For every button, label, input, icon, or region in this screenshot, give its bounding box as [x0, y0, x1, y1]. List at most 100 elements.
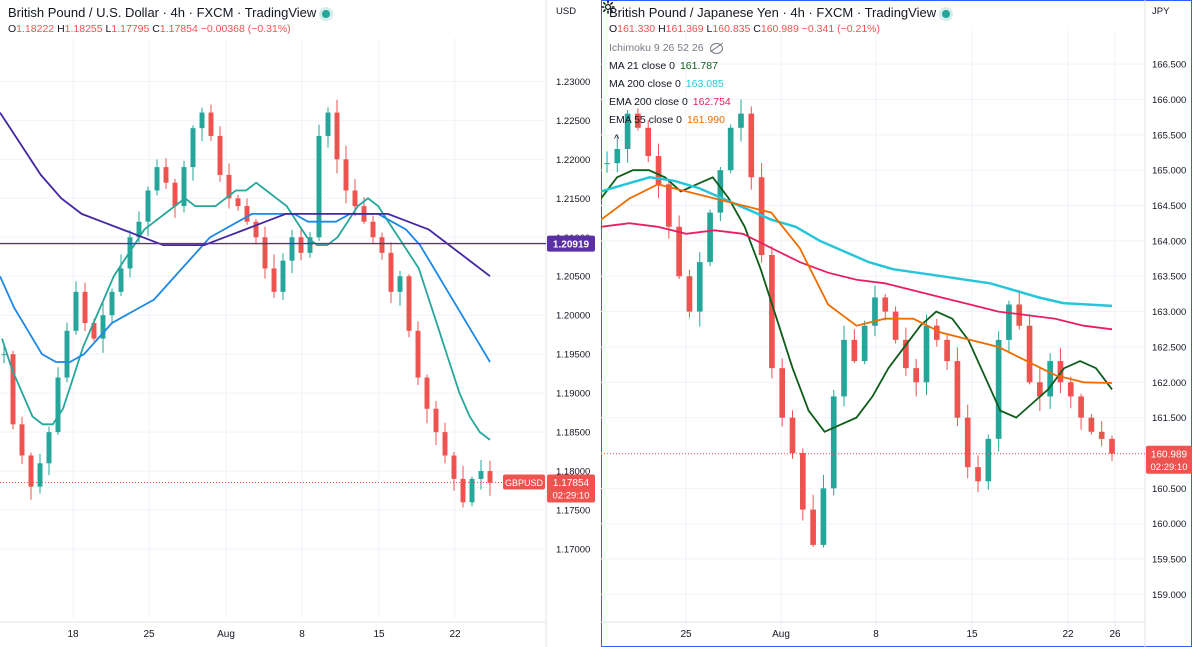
candle-body [379, 237, 385, 253]
candle-body [676, 226, 682, 277]
ohlc-open: 1.18222 [16, 23, 55, 35]
y-tick-label: 164.500 [1152, 201, 1186, 212]
ohlc-open: 161.330 [617, 23, 656, 35]
candle-body [717, 170, 724, 213]
candle-body [1016, 304, 1023, 326]
ema200-value: 162.754 [692, 96, 731, 108]
candle-body [779, 368, 786, 418]
ema55-label: EMA 55 close 0 [609, 114, 682, 126]
candle-body [37, 463, 43, 487]
candle-body [10, 354, 16, 425]
candle-body [985, 438, 992, 482]
candle-body [73, 291, 79, 331]
y-tick-label: 1.22500 [556, 116, 590, 127]
y-tick-label: 1.17000 [556, 545, 590, 556]
candle-body [424, 377, 430, 409]
candle-body [28, 455, 34, 487]
ema200-label: EMA 200 close 0 [609, 96, 688, 108]
y-tick-label: 164.000 [1152, 236, 1186, 247]
y-tick-label: 1.21500 [556, 194, 590, 205]
candle-body [118, 268, 124, 292]
y-tick-label: 163.000 [1152, 307, 1186, 318]
candle-body [903, 339, 909, 369]
gbpusd-title: British Pound / U.S. Dollar · 4h · FXCM … [8, 5, 331, 20]
gbpjpy-title-text: British Pound / Japanese Yen · 4h · FXCM… [609, 5, 937, 20]
candle-body [271, 268, 277, 292]
series-ema-200 [601, 222, 1113, 331]
gbpusd-chart-canvas[interactable]: 1.17000 1.17500 1.18000 1.18500 1.19000 1.195… [0, 0, 600, 647]
ohlc-close-label: C [753, 23, 761, 35]
x-tick-label: 15 [373, 629, 385, 640]
y-tick-label: 1.23000 [556, 77, 590, 88]
candle-body [478, 471, 484, 479]
y-tick-label: 1.22000 [556, 155, 590, 166]
candle-body [91, 323, 97, 339]
hline-price-tag [547, 235, 595, 252]
candle-body [799, 452, 806, 510]
y-tick-label: 1.18500 [556, 428, 590, 439]
candle-body [442, 432, 448, 456]
candle-body [1006, 304, 1012, 340]
y-tick-label: 163.500 [1152, 272, 1186, 283]
y-tick-label: 159.000 [1152, 590, 1186, 601]
candle-body [262, 237, 268, 269]
gbpusd-currency-label[interactable]: USD [556, 6, 577, 17]
candle-body [64, 330, 70, 378]
candle-body [810, 509, 816, 545]
candle-body [830, 396, 837, 489]
y-tick-label: 1.17500 [556, 506, 590, 517]
candle-body [851, 339, 858, 362]
series-ema-55 [0, 213, 491, 363]
candle-body [614, 148, 621, 164]
symbol-tag [503, 474, 545, 490]
candle-body [55, 377, 61, 433]
ohlc-high-label: H [57, 23, 65, 35]
x-tick-label: 15 [966, 629, 978, 640]
gbpjpy-chart-canvas[interactable]: 159.000159.500160.000160.500161.000161.5… [601, 0, 1192, 647]
settings-gear-icon[interactable] [601, 0, 615, 14]
y-tick-label: 1.20000 [556, 311, 590, 322]
candle-body [397, 276, 403, 292]
gbpjpy-chart-panel[interactable]: 159.000159.500160.000160.500161.000161.5… [601, 0, 1192, 647]
y-tick-label: 1.18000 [556, 467, 590, 478]
collapse-legend-button[interactable]: ^ [614, 133, 620, 145]
candle-body [624, 113, 631, 149]
x-tick-label: 22 [449, 629, 461, 640]
ma200-legend[interactable]: MA 200 close 0 163.085 [609, 78, 724, 90]
y-tick-label: 162.000 [1152, 378, 1186, 389]
symbol-tag-text: GBPUSD [505, 478, 544, 488]
ema55-legend[interactable]: EMA 55 close 0 161.990 [609, 114, 725, 126]
candle-body [298, 237, 304, 253]
hidden-eye-icon[interactable] [709, 42, 723, 54]
candle-body [1109, 438, 1115, 454]
candle-body [913, 368, 920, 383]
y-tick-label: 160.000 [1152, 519, 1186, 530]
candle-body [666, 184, 672, 227]
x-tick-label: 25 [680, 629, 692, 640]
series-ema-200 [0, 112, 491, 277]
ichimoku-legend[interactable]: Ichimoku 9 26 52 26 [609, 42, 723, 54]
y-tick-label: 162.500 [1152, 342, 1186, 353]
candles [1, 99, 493, 508]
candle-body [892, 311, 899, 340]
candle-body [645, 127, 652, 157]
ema200-legend[interactable]: EMA 200 close 0 162.754 [609, 96, 731, 108]
gbpusd-title-text: British Pound / U.S. Dollar · 4h · FXCM … [8, 5, 317, 20]
ohlc-low: 160.835 [712, 23, 751, 35]
gbpjpy-currency-label[interactable]: JPY [1152, 6, 1170, 17]
candle-body [100, 315, 106, 339]
candle-body [253, 221, 259, 238]
ma21-legend[interactable]: MA 21 close 0 161.787 [609, 60, 718, 72]
x-tick-label: 18 [67, 629, 79, 640]
candle-body [181, 167, 187, 207]
candle-body [1026, 325, 1033, 383]
candle-body [109, 291, 115, 316]
gbpusd-chart-panel[interactable]: 1.17000 1.17500 1.18000 1.18500 1.19000 1.195… [0, 0, 600, 647]
y-tick-label: 165.000 [1152, 166, 1186, 177]
candle-body [1078, 396, 1084, 418]
candle-body [882, 297, 889, 312]
candle-body [370, 221, 376, 238]
candle-body [136, 221, 142, 238]
candle-body [738, 113, 744, 128]
y-tick-label: 165.500 [1152, 130, 1186, 141]
